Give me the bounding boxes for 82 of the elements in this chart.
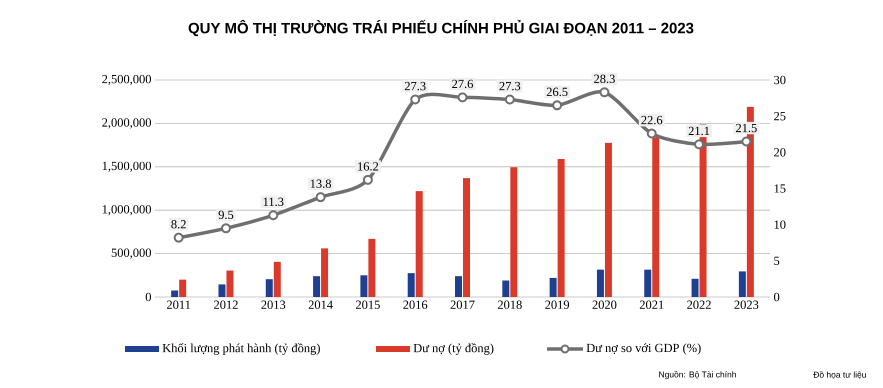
data-label: 27.3 (404, 82, 426, 90)
bar (510, 167, 518, 297)
x-tick-label: 2012 (214, 300, 238, 309)
point (504, 94, 515, 105)
point (552, 100, 562, 110)
point (268, 210, 278, 220)
legend-label: Khối lượng phát hành (tỷ đồng) (162, 343, 320, 355)
data-label: 27.3 (499, 82, 520, 90)
legend-label: Dư nợ (tỷ đồng) (414, 343, 494, 355)
y2-tick-label: 30 (774, 76, 786, 84)
bar (558, 158, 565, 297)
bar (179, 280, 186, 297)
bar (313, 276, 320, 297)
bar (550, 278, 557, 297)
data-label: 21.1 (688, 126, 710, 136)
bar (604, 142, 612, 297)
bar (644, 270, 652, 297)
point (646, 128, 657, 139)
y-tick-label: 0 (146, 292, 152, 302)
point (694, 139, 704, 150)
data-label: 8.2 (171, 220, 186, 228)
bar (416, 191, 423, 297)
x-tick-label: 2015 (356, 300, 380, 309)
point (599, 87, 610, 98)
x-tick-label: 2017 (450, 300, 475, 309)
y-tick-label: 2,500,000 (102, 74, 152, 86)
x-tick-label: 2018 (498, 300, 522, 309)
bar (266, 279, 273, 297)
bar (502, 280, 510, 297)
point (174, 232, 184, 243)
point (362, 174, 373, 185)
bar (368, 238, 376, 297)
point (741, 136, 752, 146)
bar (226, 270, 234, 297)
bar (360, 275, 368, 297)
bar (738, 271, 746, 297)
x-tick-label: 2019 (545, 300, 570, 309)
data-label: 16.2 (358, 162, 378, 171)
y2-tick-label: 15 (774, 184, 786, 193)
y-tick-label: 2,000,000 (102, 118, 152, 129)
point (316, 192, 326, 202)
bar (274, 262, 281, 297)
y-tick-label: 1,500,000 (102, 162, 152, 172)
x-tick-label: 2020 (592, 300, 616, 309)
data-label: 21.5 (736, 124, 757, 132)
text: Đồ họa tư liệu (813, 371, 866, 379)
bar (596, 270, 604, 297)
data-label: 9.5 (218, 210, 234, 220)
bar (652, 137, 660, 297)
y2-tick-label: 10 (774, 220, 786, 229)
y2-tick-label: 5 (774, 256, 780, 265)
y-tick-label: 500,000 (112, 248, 152, 259)
point (458, 92, 468, 102)
y-tick-label: 1,000,000 (102, 205, 152, 216)
bar (455, 276, 462, 297)
data-label: 28.3 (594, 74, 615, 84)
bar (408, 273, 415, 297)
x-tick-label: 2011 (166, 300, 190, 309)
bar (463, 178, 470, 297)
data-label: 22.6 (641, 116, 662, 124)
chart-title: QUY MÔ THỊ TRƯỜNG TRÁI PHIẾU CHÍNH PHỦ GIAI ĐOẠN 2011 – 2023 (188, 20, 694, 36)
point (220, 223, 231, 234)
x-tick-label: 2021 (640, 300, 664, 309)
x-tick-label: 2022 (687, 300, 711, 309)
data-label: 11.3 (264, 198, 284, 206)
y2-tick-label: 20 (774, 148, 786, 157)
bar (321, 248, 328, 297)
data-label: 13.8 (310, 180, 332, 188)
data-label: 26.5 (546, 88, 568, 96)
data-label: 27.6 (452, 80, 474, 88)
x-tick-label: 2014 (308, 300, 333, 309)
text: Nguồn: Bộ Tài chính (659, 370, 736, 380)
bar (692, 278, 699, 297)
point (410, 94, 420, 105)
bar (218, 284, 226, 297)
bar (171, 290, 178, 297)
x-tick-label: 2013 (261, 300, 286, 309)
y2-tick-label: 25 (774, 112, 786, 120)
legend-label: Dư nợ so với GDP (%) (586, 343, 701, 355)
x-tick-label: 2023 (734, 300, 758, 309)
x-tick-label: 2016 (403, 300, 428, 309)
y2-tick-label: 0 (774, 292, 780, 302)
